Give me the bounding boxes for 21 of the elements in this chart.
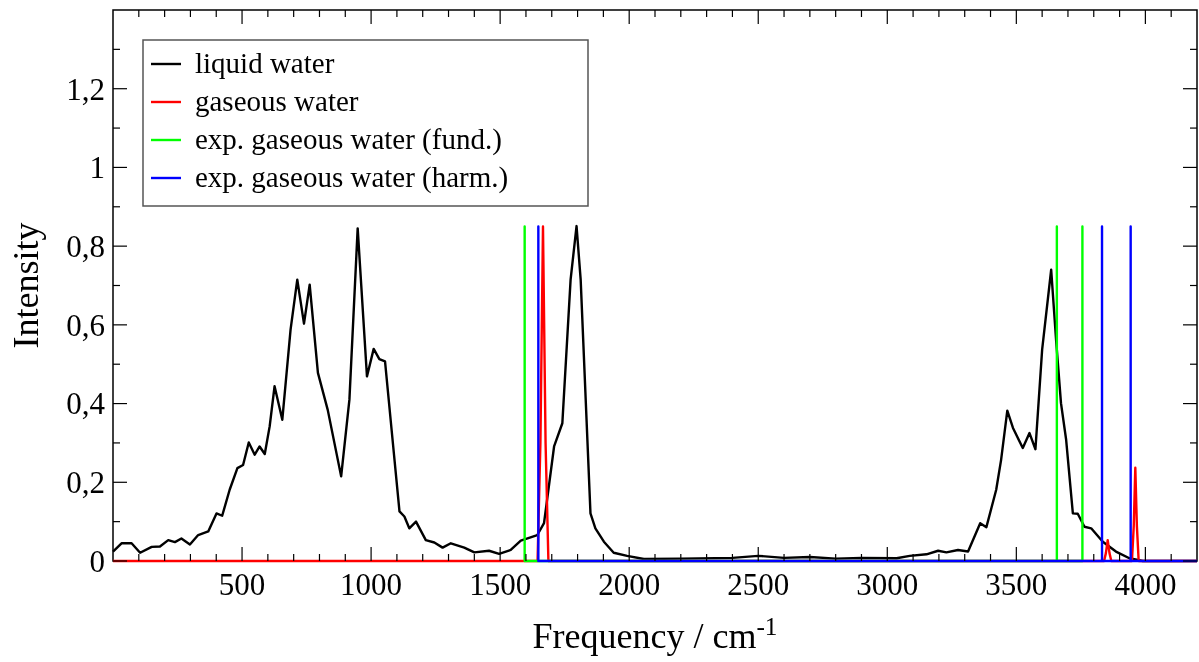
legend-label: gaseous water — [195, 85, 359, 118]
legend-label: exp. gaseous water (fund.) — [195, 123, 502, 157]
x-tick-label: 3500 — [985, 567, 1048, 602]
x-tick-label: 3000 — [856, 567, 919, 602]
y-tick-label: 0 — [89, 543, 105, 579]
y-tick-label: 0,6 — [66, 307, 105, 343]
x-axis-title: Frequency / cm$^{-1}$ — [532, 612, 778, 656]
x-tick-label: 4000 — [1114, 567, 1177, 602]
x-tick-label: 1500 — [469, 567, 532, 602]
y-tick-label: 0,4 — [66, 386, 106, 422]
y-tick-label: 1,2 — [66, 71, 105, 107]
x-tick-label: 500 — [218, 567, 266, 602]
y-tick-label: 0,8 — [66, 228, 105, 264]
legend-label: liquid water — [195, 47, 335, 80]
y-axis-title: Intensity — [6, 222, 46, 349]
legend-label: exp. gaseous water (harm.) — [195, 161, 509, 195]
y-tick-label: 1 — [89, 150, 105, 186]
x-tick-label: 1000 — [340, 567, 403, 602]
x-tick-label: 2000 — [598, 567, 661, 602]
y-tick-label: 0,2 — [66, 465, 105, 501]
x-tick-label: 2500 — [727, 567, 790, 602]
